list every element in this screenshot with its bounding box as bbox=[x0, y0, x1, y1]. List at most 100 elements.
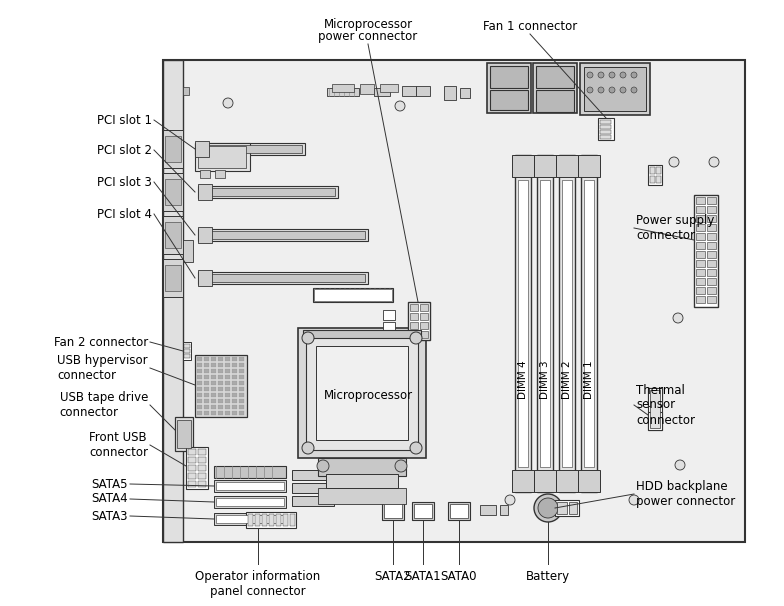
Bar bbox=[163, 60, 183, 542]
Bar bbox=[578, 470, 600, 492]
Bar bbox=[412, 502, 434, 520]
Bar bbox=[402, 86, 416, 96]
Bar bbox=[707, 260, 716, 267]
Bar bbox=[420, 331, 428, 338]
Bar bbox=[239, 381, 244, 385]
Bar bbox=[165, 265, 181, 291]
Bar bbox=[198, 473, 206, 479]
Bar bbox=[512, 470, 534, 492]
Bar bbox=[163, 259, 183, 297]
Bar bbox=[584, 67, 646, 111]
Bar bbox=[410, 331, 418, 338]
Bar bbox=[600, 130, 611, 134]
Bar bbox=[198, 457, 206, 463]
Bar bbox=[214, 480, 286, 492]
Bar bbox=[218, 387, 223, 391]
Circle shape bbox=[598, 87, 604, 93]
Bar bbox=[707, 251, 716, 258]
Circle shape bbox=[709, 157, 719, 167]
Bar bbox=[204, 399, 209, 403]
Bar bbox=[165, 179, 181, 205]
Bar bbox=[225, 405, 230, 409]
Bar bbox=[204, 369, 209, 373]
Bar bbox=[204, 405, 209, 409]
Bar bbox=[204, 375, 209, 379]
Bar bbox=[175, 417, 193, 451]
Bar bbox=[163, 60, 745, 542]
Bar bbox=[197, 405, 202, 409]
Bar bbox=[211, 411, 216, 415]
Bar bbox=[216, 515, 284, 523]
Bar bbox=[650, 390, 660, 428]
Text: DIMM 2: DIMM 2 bbox=[562, 361, 572, 399]
Bar bbox=[239, 369, 244, 373]
Bar bbox=[197, 411, 202, 415]
Bar bbox=[165, 136, 181, 162]
Bar bbox=[410, 304, 418, 311]
Bar bbox=[600, 135, 611, 139]
Bar bbox=[707, 197, 716, 204]
Bar bbox=[218, 381, 223, 385]
Bar bbox=[198, 146, 246, 168]
Circle shape bbox=[631, 72, 637, 78]
Bar bbox=[204, 411, 209, 415]
Bar bbox=[534, 155, 556, 177]
Text: USB tape drive
connector: USB tape drive connector bbox=[60, 391, 148, 419]
Bar bbox=[648, 412, 662, 430]
Text: PCI slot 3: PCI slot 3 bbox=[97, 176, 152, 188]
Bar bbox=[534, 470, 556, 492]
Circle shape bbox=[317, 460, 329, 472]
Bar bbox=[211, 357, 216, 361]
Bar bbox=[416, 86, 430, 96]
Bar bbox=[225, 357, 230, 361]
Circle shape bbox=[534, 494, 562, 522]
Bar bbox=[216, 482, 284, 490]
Bar bbox=[198, 184, 212, 200]
Bar bbox=[648, 165, 662, 185]
Bar bbox=[197, 393, 202, 397]
Bar bbox=[298, 328, 426, 458]
Text: PCI slot 1: PCI slot 1 bbox=[97, 113, 152, 127]
Bar bbox=[232, 405, 237, 409]
Bar bbox=[318, 458, 406, 476]
Bar bbox=[696, 287, 705, 294]
Text: power connector: power connector bbox=[318, 30, 418, 43]
Bar bbox=[487, 63, 531, 113]
Text: Battery: Battery bbox=[526, 570, 570, 583]
Bar bbox=[656, 176, 661, 183]
Bar bbox=[204, 393, 209, 397]
Bar bbox=[197, 375, 202, 379]
Bar bbox=[239, 393, 244, 397]
Bar bbox=[186, 447, 208, 489]
Bar bbox=[581, 155, 597, 492]
Bar bbox=[490, 66, 528, 88]
Bar bbox=[518, 180, 528, 467]
Bar bbox=[211, 381, 216, 385]
Bar bbox=[696, 251, 705, 258]
Text: HDD backplane
power connector: HDD backplane power connector bbox=[636, 480, 735, 508]
Bar bbox=[696, 215, 705, 222]
Bar bbox=[656, 167, 661, 174]
Circle shape bbox=[505, 495, 515, 505]
Circle shape bbox=[587, 87, 593, 93]
Bar bbox=[218, 405, 223, 409]
Bar bbox=[696, 278, 705, 285]
Text: PCI slot 4: PCI slot 4 bbox=[97, 207, 152, 221]
Bar bbox=[197, 357, 202, 361]
Text: DIMM 3: DIMM 3 bbox=[540, 361, 550, 399]
Bar bbox=[382, 502, 404, 520]
Bar bbox=[383, 310, 395, 320]
Bar bbox=[232, 387, 237, 391]
Bar bbox=[204, 381, 209, 385]
Bar bbox=[198, 145, 302, 153]
Bar bbox=[313, 288, 393, 302]
Bar bbox=[218, 399, 223, 403]
Bar bbox=[195, 141, 209, 157]
Bar bbox=[648, 388, 662, 406]
Bar bbox=[225, 363, 230, 367]
Bar bbox=[448, 502, 470, 520]
Bar bbox=[650, 176, 655, 183]
Bar bbox=[201, 274, 365, 282]
Bar bbox=[165, 222, 181, 248]
Bar bbox=[211, 363, 216, 367]
